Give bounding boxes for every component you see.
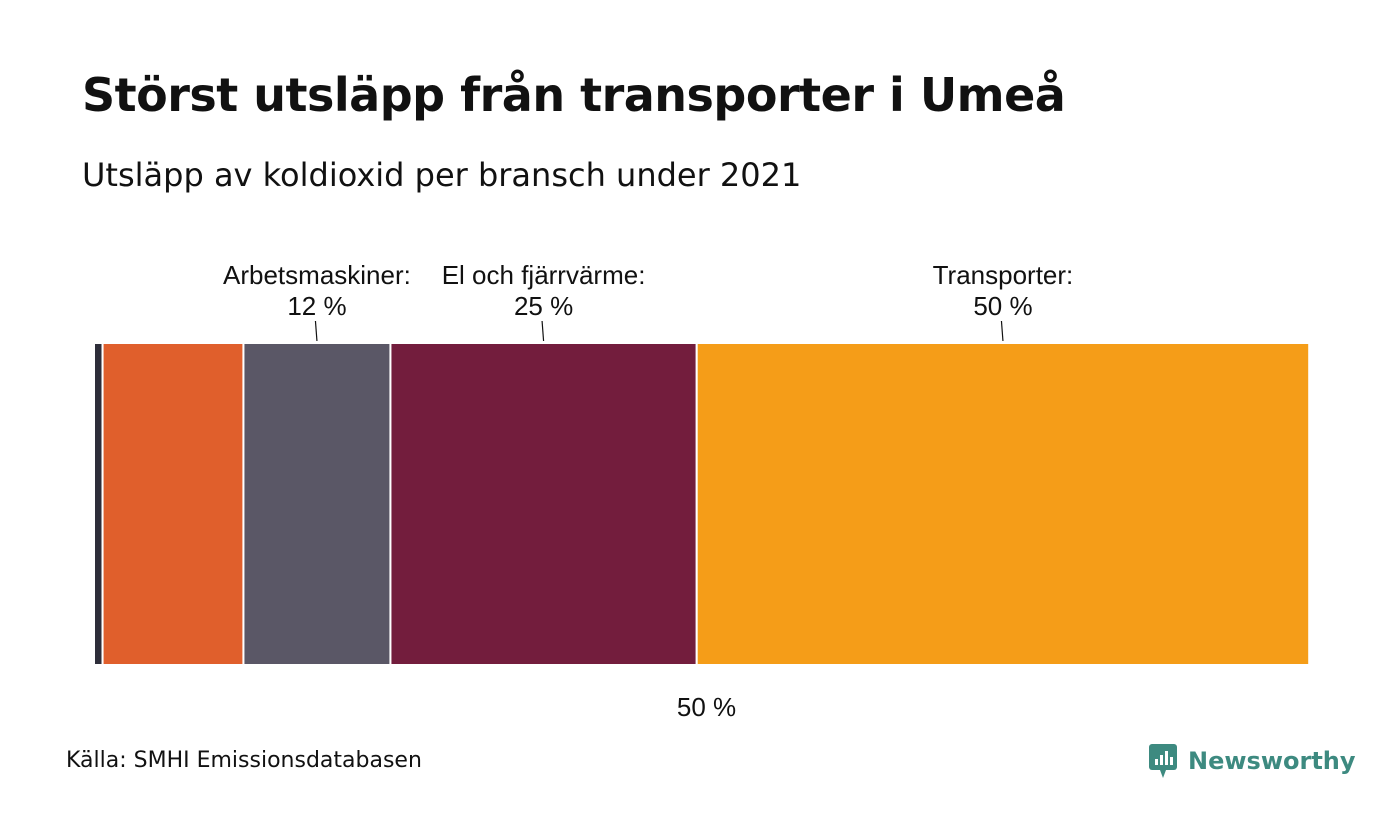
- label-value-transporter: 50 %: [973, 291, 1032, 321]
- label-name-transporter: Transporter:: [933, 260, 1074, 290]
- chart-subtitle: Utsläpp av koldioxid per bransch under 2…: [82, 156, 802, 194]
- label-name-el-och-fj-rrv-rme: El och fjärrvärme:: [442, 260, 646, 290]
- axis-tick-label: 50 %: [677, 692, 736, 722]
- bar-segment-el-och-fj-rrv-rme: [389, 342, 698, 666]
- source-note: Källa: SMHI Emissionsdatabasen: [66, 748, 422, 773]
- leader-line-arbetsmaskiner: [314, 320, 318, 342]
- bar-segments: [93, 342, 1311, 666]
- brand-name: Newsworthy: [1188, 747, 1356, 775]
- leader-line-transporter: [1000, 320, 1004, 342]
- newsworthy-logo-icon: [1149, 744, 1177, 778]
- chart-title: Störst utsläpp från transporter i Umeå: [82, 68, 1066, 122]
- label-value-arbetsmaskiner: 12 %: [287, 291, 346, 321]
- leader-line-el-och-fj-rrv-rme: [541, 320, 545, 342]
- brand-logo: Newsworthy: [1148, 742, 1356, 780]
- axis-ticks: 50 %: [677, 692, 736, 722]
- label-value-el-och-fj-rrv-rme: 25 %: [514, 291, 573, 321]
- bar-segment-unlabeled-0: [93, 342, 104, 666]
- bar-segment-arbetsmaskiner: [242, 342, 392, 666]
- bar-segment-unlabeled-1: [101, 342, 245, 666]
- label-name-arbetsmaskiner: Arbetsmaskiner:: [223, 260, 411, 290]
- bar-segment-transporter: [695, 342, 1311, 666]
- segment-labels: Arbetsmaskiner:12 % El och fjärrvärme:25 …: [223, 260, 1074, 342]
